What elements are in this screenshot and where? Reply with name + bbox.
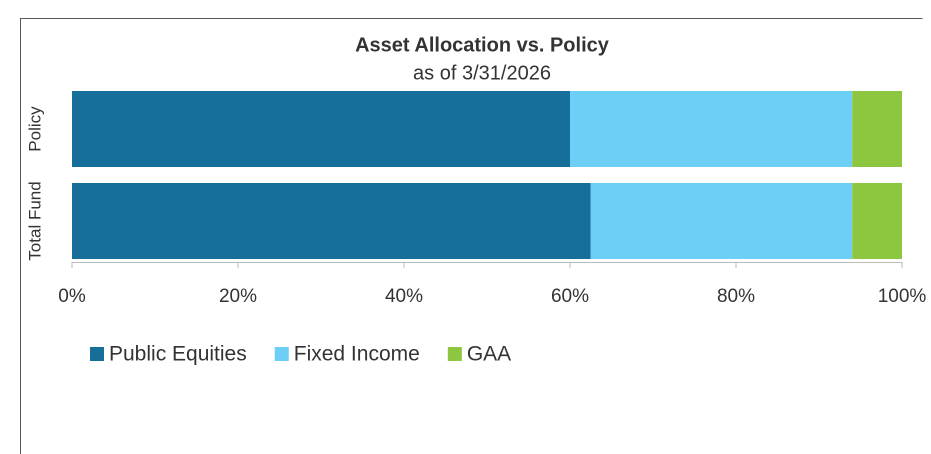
y-tick-label: Policy bbox=[25, 106, 44, 152]
bar-segment bbox=[852, 183, 902, 259]
bar-segment bbox=[72, 183, 591, 259]
legend-swatch bbox=[274, 347, 289, 361]
x-tick-label: 40% bbox=[385, 286, 423, 307]
bar-segment bbox=[852, 91, 902, 167]
x-tick-label: 20% bbox=[219, 286, 257, 307]
bar-segment bbox=[72, 91, 570, 167]
y-tick-label: Total Fund bbox=[25, 181, 44, 260]
legend-swatch bbox=[447, 347, 462, 361]
chart-subtitle: as of 3/31/2026 bbox=[413, 62, 551, 84]
frame bbox=[20, 18, 923, 454]
x-tick-label: 80% bbox=[717, 286, 755, 307]
x-tick-label: 100% bbox=[878, 286, 927, 307]
x-tick-label: 0% bbox=[58, 286, 86, 307]
chart-title: Asset Allocation vs. Policy bbox=[355, 34, 610, 56]
bar-segment bbox=[570, 91, 853, 167]
legend-swatch bbox=[90, 347, 104, 361]
bar-segment bbox=[590, 183, 853, 259]
x-tick-label: 60% bbox=[551, 286, 589, 307]
legend-label: GAA bbox=[467, 343, 511, 366]
legend-label: Fixed Income bbox=[294, 343, 420, 366]
legend-label: Public Equities bbox=[109, 343, 247, 366]
